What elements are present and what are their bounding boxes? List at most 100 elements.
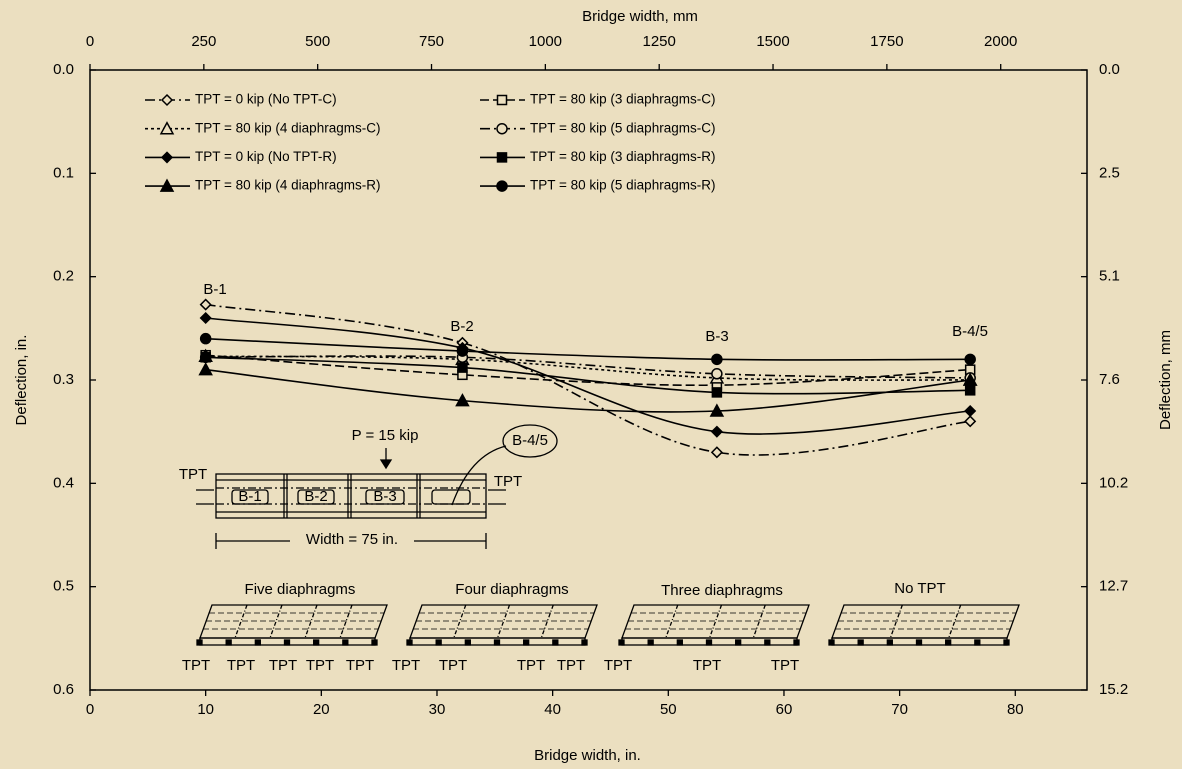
x-tick-label: 70	[891, 701, 908, 718]
marker	[455, 393, 470, 407]
series-line	[205, 368, 971, 413]
bearing	[523, 639, 530, 646]
legend-label: TPT = 80 kip (5 diaphragms-R)	[530, 178, 715, 193]
bearing	[1003, 639, 1010, 646]
x2-axis-title: Bridge width, mm	[582, 8, 698, 25]
marker	[709, 403, 725, 417]
diaphragm	[540, 604, 554, 639]
annotation: B-2	[304, 488, 327, 505]
bearing	[828, 639, 835, 646]
y-tick-label: 0.6	[53, 681, 74, 698]
legend-marker	[496, 152, 508, 163]
x-axis-title: Bridge width, in.	[534, 747, 641, 764]
x2-tick-label: 2000	[984, 33, 1017, 50]
diaphragm	[948, 604, 962, 639]
bearing	[406, 639, 413, 646]
x2-tick-label: 1500	[756, 33, 789, 50]
legend-marker	[160, 93, 174, 107]
annotation: B-4/5	[512, 432, 548, 449]
legend-marker	[159, 178, 175, 192]
bearing	[764, 639, 771, 646]
bearing	[371, 639, 378, 646]
diagrams	[196, 424, 1020, 646]
marker	[710, 425, 723, 438]
annotation: B-3	[373, 488, 396, 505]
diaphragm	[304, 604, 318, 639]
y2-tick-label: 2.5	[1099, 164, 1120, 181]
diaphragm	[234, 604, 248, 639]
y2-tick-label: 10.2	[1099, 474, 1128, 491]
y-tick-label: 0.2	[53, 268, 74, 285]
bearing	[735, 639, 742, 646]
diaphragm	[339, 604, 353, 639]
void	[431, 489, 471, 505]
annotation: TPT	[557, 657, 585, 674]
bearing	[283, 639, 291, 646]
annotation: TPT	[439, 657, 467, 674]
annotation: B-1	[238, 488, 261, 505]
x2-tick-label: 0	[86, 33, 94, 50]
x-tick-label: 40	[544, 701, 561, 718]
bearing	[974, 639, 981, 646]
bearing	[676, 639, 683, 646]
callout	[502, 424, 558, 458]
x-tick-label: 50	[660, 701, 677, 718]
diaphragm	[889, 604, 903, 639]
annotation: TPT	[517, 657, 545, 674]
marker	[711, 387, 723, 398]
marker	[199, 332, 212, 345]
marker	[199, 298, 212, 311]
series-line	[205, 303, 971, 456]
marker	[199, 311, 212, 325]
bearing	[552, 639, 559, 646]
y-tick-label: 0.4	[53, 474, 74, 491]
annotation: TPT	[392, 657, 420, 674]
bearing	[254, 639, 261, 646]
annotation: TPT	[346, 657, 374, 674]
x2-tick-label: 750	[419, 33, 444, 50]
x-tick-label: 30	[429, 701, 446, 718]
marker	[962, 372, 978, 386]
marker	[711, 368, 723, 380]
marker	[964, 404, 977, 418]
legend-marker	[159, 121, 175, 135]
annotation: B-2	[450, 318, 473, 335]
y-tick-label: 0.0	[53, 61, 74, 78]
annotation: Width = 75 in.	[306, 531, 398, 548]
annotation: B-3	[705, 328, 728, 345]
legend-marker	[160, 151, 174, 164]
legend-label: TPT = 0 kip (No TPT-R)	[195, 149, 337, 164]
void	[297, 489, 335, 505]
legend-marker	[496, 122, 508, 135]
marker	[964, 385, 976, 396]
y-tick-label: 0.1	[53, 164, 74, 181]
series-line	[205, 355, 971, 379]
legend-marker	[496, 180, 508, 192]
legend-marker	[496, 94, 508, 106]
annotation: TPT	[693, 657, 721, 674]
x-tick-label: 60	[776, 701, 793, 718]
diaphragm	[708, 604, 723, 639]
y-tick-label: 0.5	[53, 578, 74, 595]
x2-tick-label: 1250	[643, 33, 676, 50]
bearing	[618, 639, 625, 646]
y-tick-label: 0.3	[53, 371, 74, 388]
marker	[457, 362, 468, 373]
arrow-head	[379, 459, 393, 470]
bearing	[493, 639, 501, 646]
y2-tick-label: 15.2	[1099, 681, 1128, 698]
callout-leader	[451, 445, 507, 506]
legend-label: TPT = 80 kip (4 diaphragms-R)	[195, 178, 380, 193]
bearing	[945, 639, 952, 646]
x-tick-label: 20	[313, 701, 330, 718]
annotation: TPT	[227, 657, 255, 674]
void	[365, 489, 405, 505]
bearing	[225, 639, 232, 646]
bearing	[581, 639, 588, 646]
y2-tick-label: 12.7	[1099, 578, 1128, 595]
y2-tick-label: 7.6	[1099, 371, 1120, 388]
annotation: TPT	[182, 657, 210, 674]
y2-tick-label: 5.1	[1099, 268, 1120, 285]
diaphragm	[665, 604, 679, 639]
